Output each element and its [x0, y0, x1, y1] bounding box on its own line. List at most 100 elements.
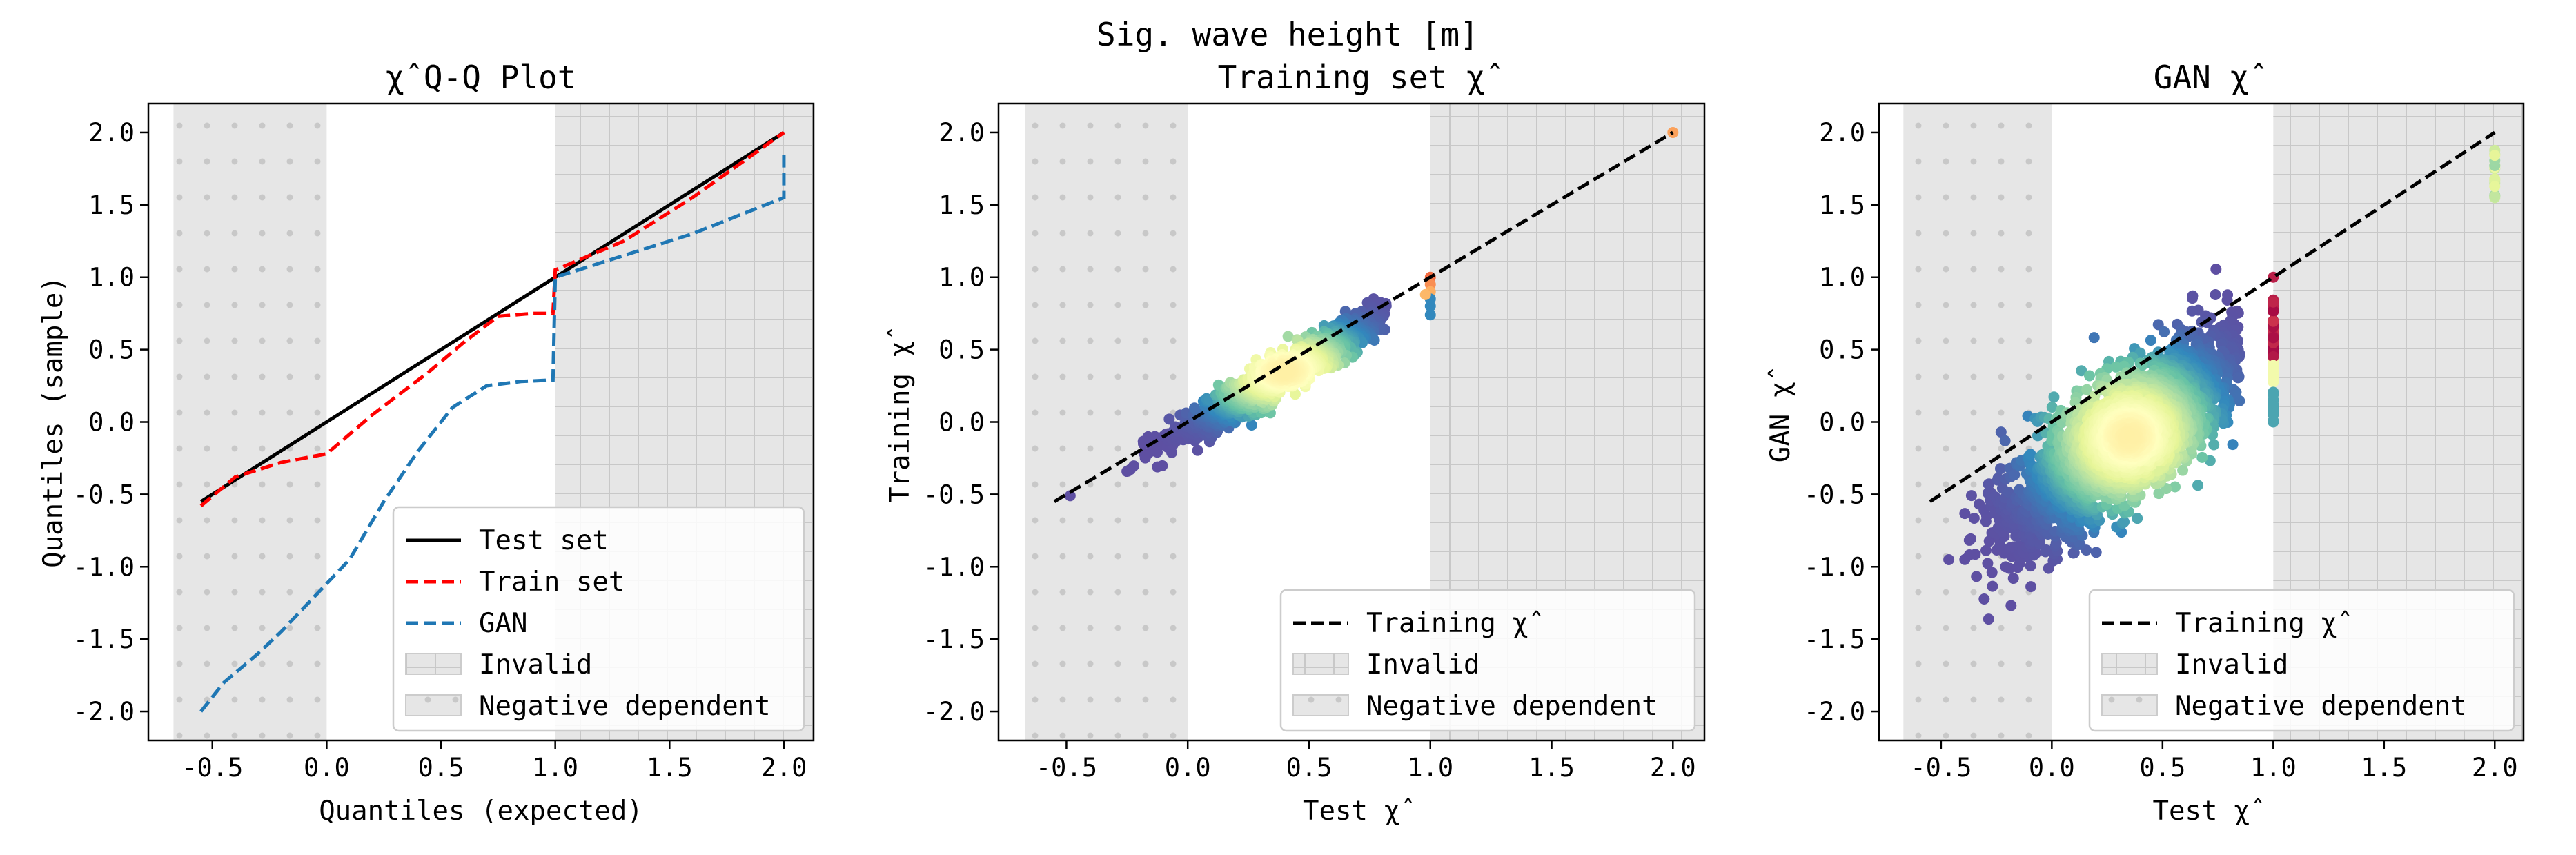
scatter-point	[1987, 580, 1998, 592]
scatter-point	[2009, 469, 2021, 480]
scatter-point	[2159, 326, 2170, 337]
scatter-point	[2005, 600, 2017, 611]
y-axis-label: Quantiles (sample)	[38, 276, 69, 568]
legend-box	[2088, 589, 2515, 732]
scatter-point	[2090, 547, 2102, 558]
scatter-edge-point	[2489, 173, 2501, 185]
scatter-point	[2192, 480, 2204, 491]
legend-label: Negative dependent	[1366, 691, 1658, 722]
y-tick-label: 0.5	[938, 335, 985, 365]
scatter-point	[2118, 516, 2130, 528]
scatter-point	[2231, 392, 2243, 404]
x-tick-label: 0.5	[2139, 753, 2185, 783]
legend-swatch-negative-hatch	[406, 695, 461, 716]
legend-swatch-invalid-hatch	[1293, 653, 1348, 674]
scatter-point	[1999, 435, 2011, 446]
legend-swatch-negative-hatch	[2102, 695, 2157, 716]
y-tick-label: -0.5	[923, 480, 985, 509]
scatter-edge-point	[1419, 288, 1431, 300]
scatter-point	[1192, 444, 1203, 456]
x-axis-label: Quantiles (expected)	[319, 796, 643, 827]
scatter-point	[2048, 391, 2060, 403]
chart-panel-1: -0.5 0.0 0.5 1.0 1.5 2.0 -2.0 -1.5 -1.0 -0.5 0.0 0.…	[38, 59, 815, 827]
scatter-edge-point	[2489, 150, 2501, 161]
y-tick-label: -2.0	[1804, 697, 1865, 727]
scatter-point	[2221, 294, 2233, 306]
scatter-point	[1163, 413, 1175, 425]
scatter-point	[1983, 478, 1995, 490]
legend-label: Invalid	[2175, 649, 2288, 680]
x-tick-label: 0.5	[418, 753, 464, 783]
scatter-point	[1189, 402, 1201, 414]
y-tick-label: 1.0	[88, 263, 135, 293]
y-tick-label: -1.5	[923, 625, 985, 654]
x-tick-label: 1.0	[2250, 753, 2297, 783]
y-tick-label: -2.0	[73, 697, 135, 727]
y-tick-label: 0.5	[88, 335, 135, 365]
scatter-edge-point	[1424, 300, 1436, 312]
scatter-edge-point	[2268, 389, 2279, 400]
legend-label: Train set	[479, 567, 625, 598]
scatter-edge-point	[2268, 315, 2279, 327]
scatter-point	[2118, 500, 2130, 511]
scatter-point	[2208, 439, 2220, 451]
scatter-point	[1980, 544, 1992, 556]
chart-panel-2: -0.5 0.0 0.5 1.0 1.5 2.0 -2.0 -1.5 -1.0 -0.5 0.0 0.…	[885, 59, 1706, 827]
plot-area	[1053, 126, 1679, 504]
y-axis-label: GAN χ̂	[1765, 369, 1796, 462]
reference-line	[1053, 130, 1674, 504]
negative-dependent-hatch	[1903, 104, 2052, 740]
scatter-point	[1157, 460, 1168, 471]
scatter-point	[2145, 335, 2156, 346]
scatter-point	[2076, 365, 2087, 377]
x-tick-label: 1.0	[1407, 753, 1453, 783]
y-tick-label: -1.0	[923, 552, 985, 582]
x-tick-label: 0.0	[2029, 753, 2075, 783]
y-tick-label: -2.0	[923, 697, 985, 727]
legend-label: Negative dependent	[479, 691, 771, 722]
scatter-point	[1959, 508, 1971, 520]
series-line-2	[199, 130, 785, 508]
scatter-point	[2046, 402, 2058, 413]
scatter-point	[1246, 419, 1257, 431]
y-tick-label: -0.5	[1804, 480, 1865, 509]
scatter-edge-point	[2268, 305, 2279, 317]
scatter-point	[2083, 370, 2095, 382]
x-tick-label: -0.5	[181, 753, 243, 783]
legend-swatch-invalid-hatch	[2102, 653, 2157, 674]
series-line-1	[199, 130, 785, 503]
scatter-point	[1986, 567, 1998, 578]
y-tick-label: -1.5	[73, 625, 135, 654]
legend-label: Training χ̂	[2175, 608, 2350, 639]
x-tick-label: -0.5	[1910, 753, 1972, 783]
scatter-point	[2088, 332, 2100, 344]
scatter-point	[2177, 464, 2189, 476]
y-tick-label: 0.0	[1819, 408, 1865, 438]
x-tick-label: 2.0	[1650, 753, 1696, 783]
legend-label: Training χ̂	[1366, 608, 1541, 639]
scatter-point	[2025, 449, 2036, 460]
reference-line	[1929, 130, 2496, 503]
scatter-point	[1064, 490, 1076, 502]
panel-title: χ̂ Q-Q Plot	[386, 59, 577, 96]
scatter-point	[1983, 613, 1994, 625]
scatter-point	[1978, 593, 1990, 605]
y-tick-label: 2.0	[88, 118, 135, 148]
negative-dependent-hatch	[1025, 104, 1188, 740]
legend-swatch-invalid-hatch	[406, 653, 461, 674]
legend-label: Invalid	[479, 649, 592, 680]
scatter-edge-point	[2268, 332, 2279, 344]
x-tick-label: 1.5	[647, 753, 693, 783]
y-tick-label: 0.0	[88, 408, 135, 438]
scatter-point	[2132, 513, 2143, 524]
scatter-point	[1943, 554, 1955, 566]
plot-area	[199, 130, 786, 713]
y-tick-label: 2.0	[938, 118, 985, 148]
scatter-point	[2196, 451, 2208, 463]
scatter-point	[2232, 372, 2244, 384]
series-line-3	[199, 154, 786, 713]
scatter-point	[2187, 293, 2199, 304]
scatter-point	[2210, 289, 2221, 301]
x-axis-label: Test χ̂	[1303, 796, 1413, 827]
x-tick-label: 1.5	[1528, 753, 1575, 783]
